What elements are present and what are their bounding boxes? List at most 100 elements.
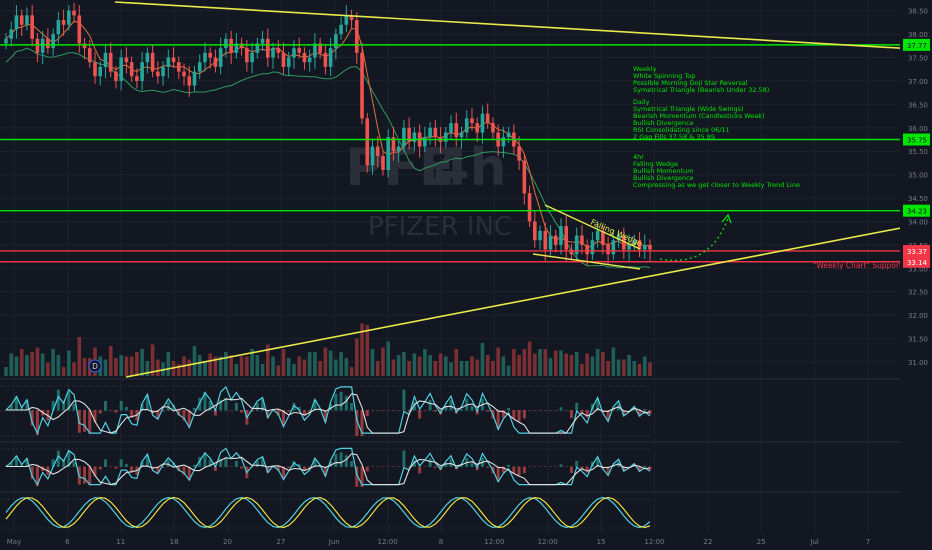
- volume-bar: [485, 355, 490, 376]
- histogram-bar: [632, 407, 636, 411]
- time-axis[interactable]: May 6 11 18 20 27 Jun 12:00 8 12:00 12:00 15 12:00 22…: [0, 534, 932, 550]
- volume-bar: [197, 355, 202, 376]
- time-tick-label: 12:00: [538, 538, 558, 546]
- histogram-bar: [543, 410, 547, 411]
- histogram-bar: [203, 391, 207, 411]
- candle: [140, 62, 144, 81]
- histogram-bar: [334, 453, 338, 467]
- candle: [527, 193, 532, 222]
- price-tick-label: 33.00: [908, 265, 928, 273]
- candle: [281, 52, 286, 67]
- time-axis-background: [0, 534, 932, 550]
- wedge-upper-line[interactable]: [544, 204, 641, 250]
- histogram-bar: [130, 410, 134, 418]
- histogram-bar: [192, 464, 196, 467]
- volume-bar: [559, 350, 563, 376]
- candle: [93, 62, 97, 77]
- candle: [559, 226, 563, 245]
- candle: [4, 38, 8, 44]
- wedge-lower-line[interactable]: [532, 253, 641, 270]
- candle: [208, 52, 212, 58]
- volume-bar: [271, 356, 275, 376]
- candle: [470, 118, 474, 124]
- histogram-bar: [622, 410, 626, 416]
- volume-bar: [72, 362, 76, 376]
- candle: [239, 43, 244, 49]
- candle: [297, 48, 302, 53]
- candle: [485, 113, 490, 124]
- candle: [213, 57, 218, 67]
- time-tick-label: 25: [757, 538, 766, 546]
- histogram-bar: [596, 457, 600, 467]
- histogram-bar: [528, 466, 532, 467]
- histogram-bar: [140, 403, 144, 411]
- volume-bar: [585, 353, 589, 376]
- price-tick-label: 35.00: [908, 172, 928, 180]
- candle: [328, 48, 333, 67]
- candle: [271, 48, 275, 58]
- candle: [459, 132, 464, 138]
- signal-line: [6, 393, 651, 434]
- histogram-bar: [376, 466, 380, 467]
- horizontal-levels: [0, 44, 900, 263]
- histogram-bar: [334, 393, 338, 411]
- candle: [386, 137, 391, 170]
- candle: [292, 48, 296, 58]
- volume-bar: [67, 350, 71, 376]
- volume-bar: [276, 365, 281, 376]
- histogram-bar: [470, 405, 474, 411]
- volume-bar: [475, 359, 480, 376]
- uptrend-line[interactable]: [125, 221, 932, 378]
- volume-bar: [491, 361, 495, 376]
- candle: [276, 48, 281, 53]
- volume-bar: [208, 353, 212, 376]
- volume-bar: [501, 356, 506, 376]
- volume-bar: [9, 353, 14, 376]
- volume-bar: [517, 355, 521, 376]
- candle: [145, 52, 150, 63]
- annotation-daily: Daily Symetrical Triangle (Wide Swings) …: [633, 98, 765, 141]
- downtrend-line[interactable]: [114, 1, 932, 51]
- histogram-bar: [287, 410, 291, 412]
- volume-bar: [344, 358, 349, 376]
- dividend-marker-circle[interactable]: [88, 359, 102, 373]
- histogram-bar: [124, 464, 128, 467]
- candle: [428, 127, 432, 138]
- histogram-bar: [580, 410, 584, 414]
- volume-bar: [370, 349, 375, 376]
- candle: [250, 52, 254, 63]
- candle: [203, 52, 207, 63]
- time-tick-label: 15: [597, 538, 606, 546]
- price-axis-background: [900, 0, 932, 550]
- histogram-bar: [224, 398, 228, 411]
- time-tick-label: 6: [65, 538, 70, 546]
- volume-bar: [213, 356, 218, 376]
- histogram-bar: [554, 410, 558, 411]
- histogram-bar: [381, 410, 385, 411]
- candle: [171, 57, 176, 63]
- projection-arrowhead: [721, 213, 732, 224]
- candle: [365, 118, 370, 166]
- histogram-bar: [365, 410, 369, 417]
- histogram-bar: [187, 466, 191, 480]
- histogram-bar: [72, 461, 76, 467]
- histogram-bar: [449, 399, 453, 411]
- histogram-bar: [93, 410, 97, 422]
- moving-average-green: [5, 47, 651, 269]
- histogram-bar: [261, 457, 265, 467]
- candle: [344, 15, 349, 25]
- histogram-bar: [569, 410, 573, 419]
- histogram-bar: [161, 410, 165, 412]
- histogram-bar: [564, 410, 568, 411]
- candle: [40, 38, 45, 53]
- volume-bar: [564, 353, 569, 376]
- candle: [396, 146, 401, 152]
- time-tick-label: Jul: [809, 538, 819, 546]
- histogram-bar: [559, 464, 563, 467]
- candle: [161, 66, 165, 77]
- histogram-bar: [72, 403, 76, 411]
- candle: [35, 38, 40, 53]
- price-axis[interactable]: 38.50 38.00 37.50 37.00 36.50 36.00 35.50 35.00…: [900, 0, 932, 550]
- histogram-bar: [575, 460, 579, 467]
